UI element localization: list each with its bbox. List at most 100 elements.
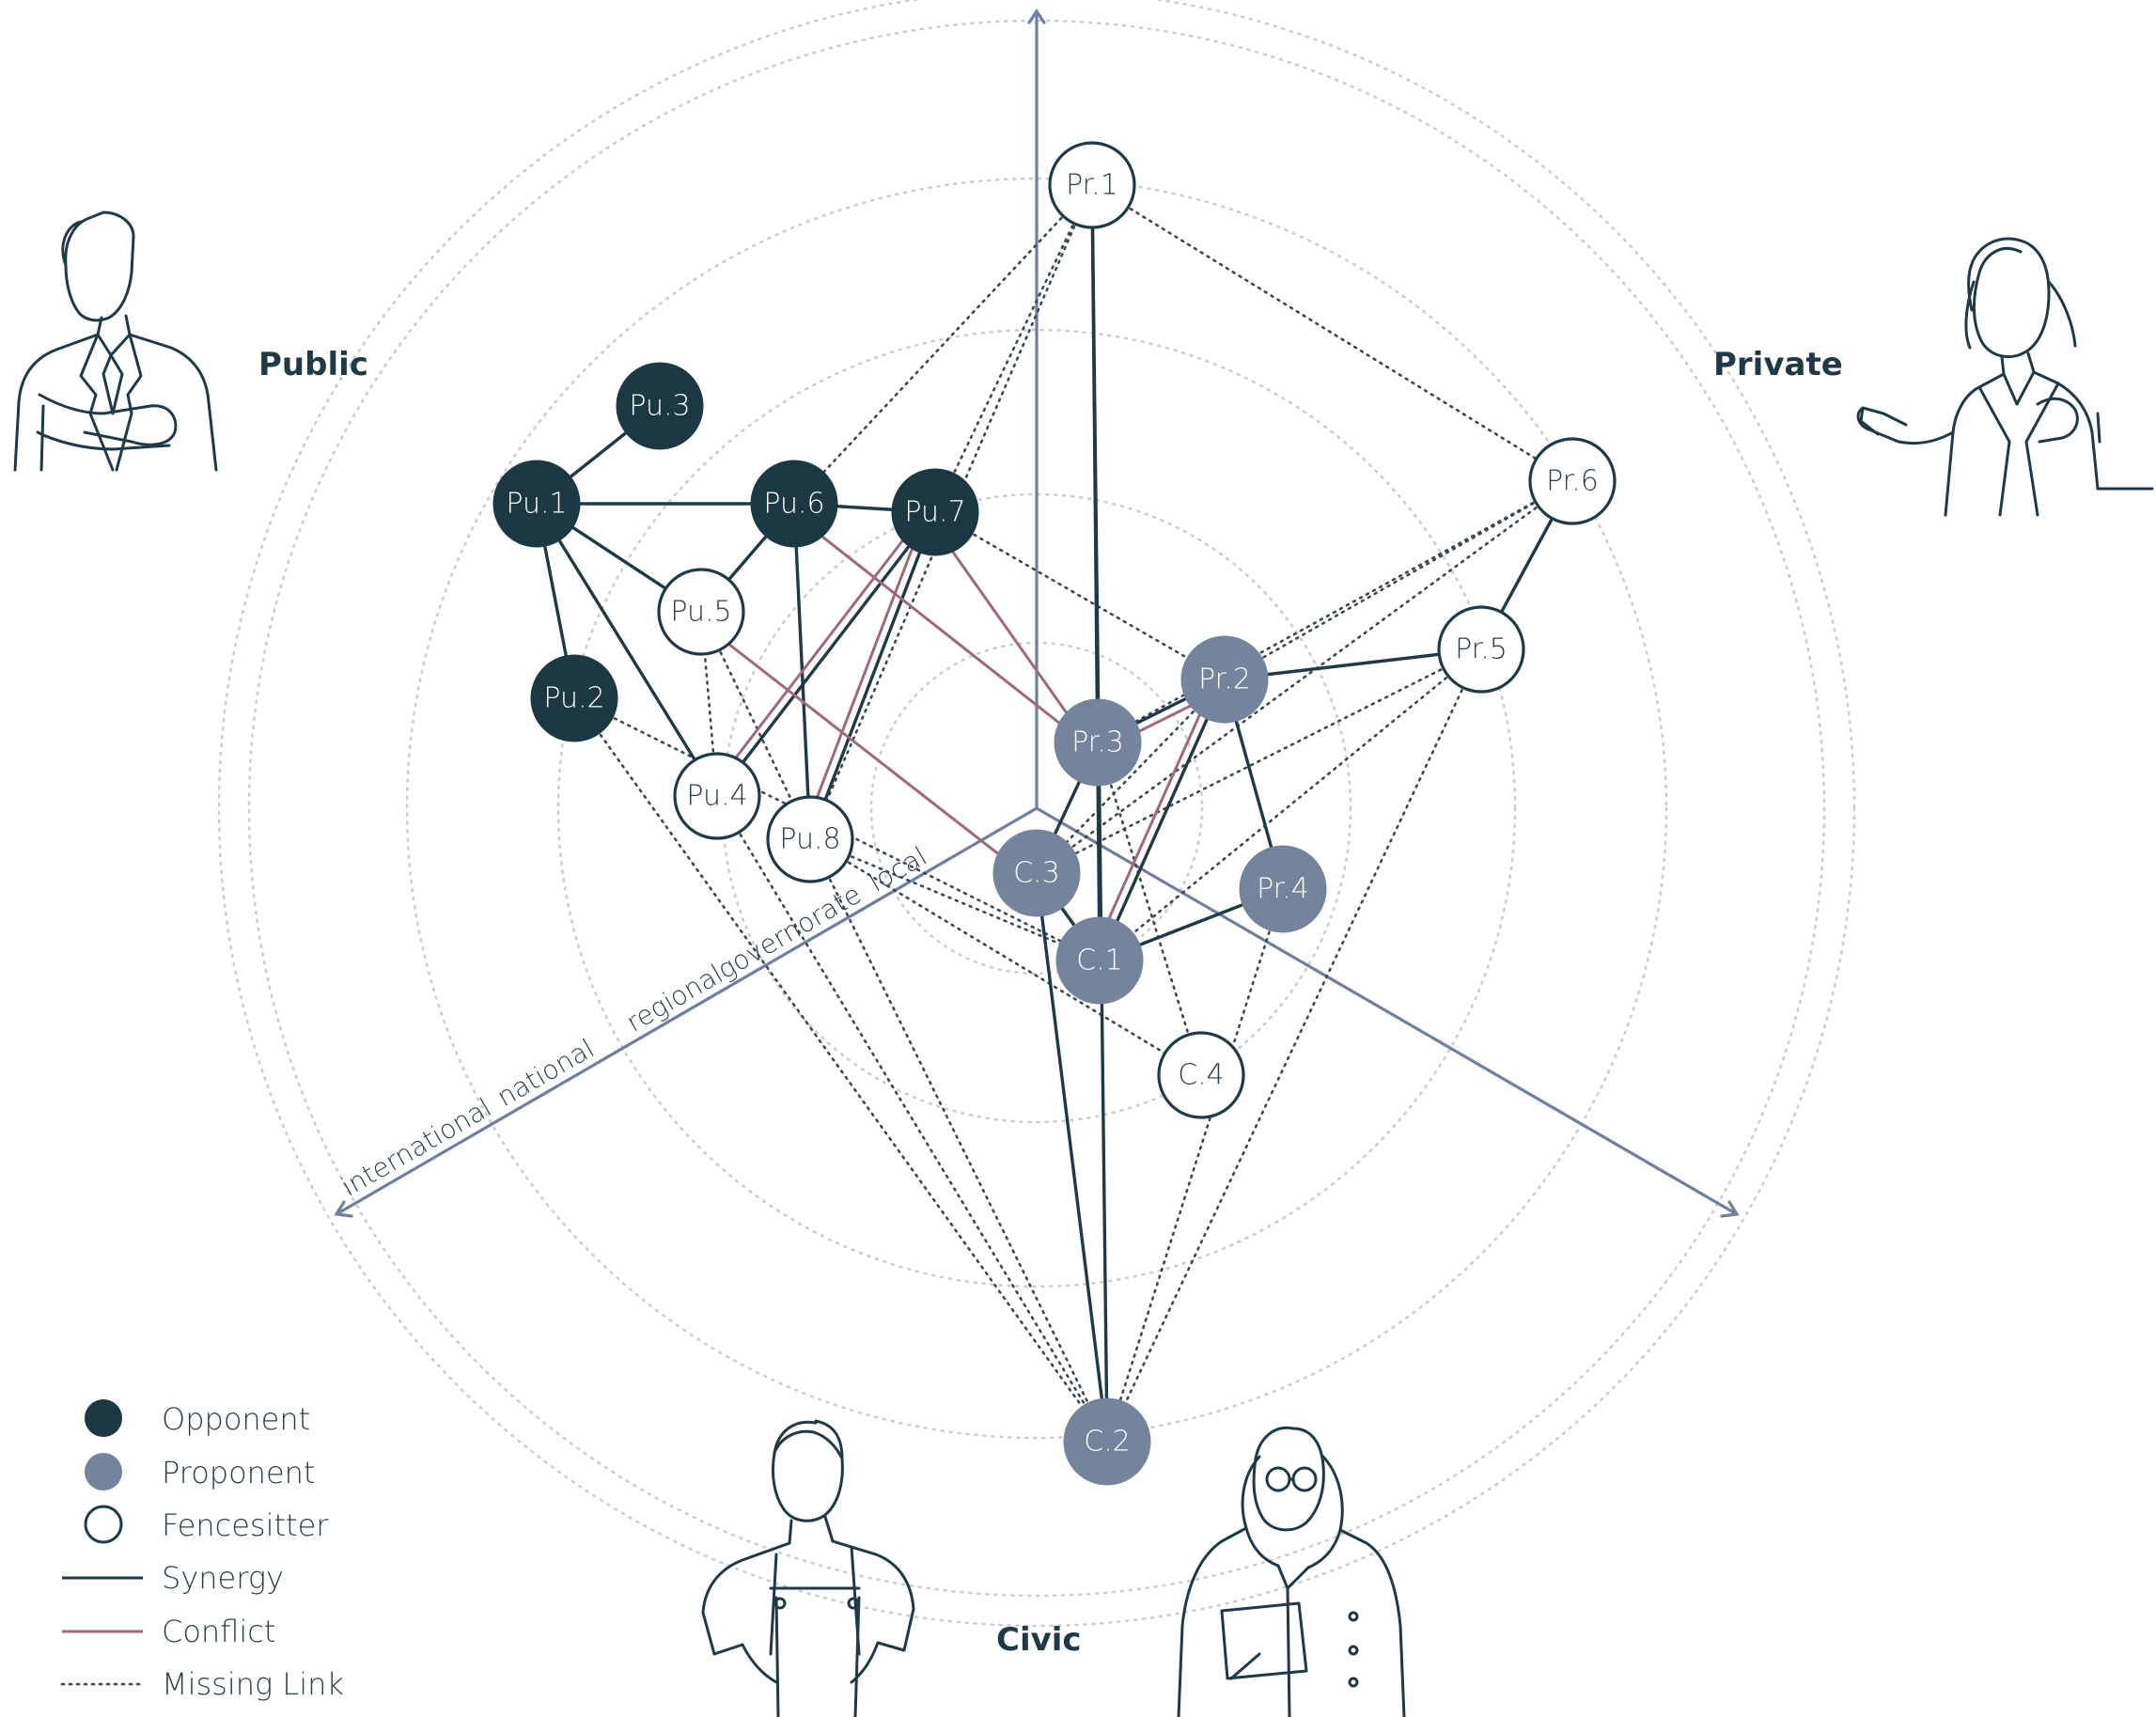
synergy-edge-Pu.1-Pu.4	[535, 503, 719, 797]
node-opponent-circle	[750, 460, 838, 548]
legend-opponent-swatch	[85, 1399, 122, 1437]
synergy-edge-Pu.7-Pu.4	[715, 510, 937, 798]
node-label: C.4	[1178, 1059, 1225, 1092]
legend-item-opponent: Opponent	[85, 1399, 310, 1437]
node-label: Pu.3	[629, 390, 690, 423]
sector-label-civic: Civic	[996, 1621, 1082, 1659]
node-pu-8: Pu.8	[766, 795, 854, 883]
missing-edge-Pu.8-C.2	[808, 837, 1109, 1444]
node-pr-3: Pr.3	[1054, 698, 1142, 787]
legend-proponent-swatch	[85, 1453, 122, 1491]
scale-label-international: international	[336, 1092, 497, 1203]
conflict-edges	[695, 506, 1229, 958]
node-opponent-circle	[530, 654, 618, 742]
legend-item-missing-link: Missing Link	[60, 1666, 344, 1702]
ring-governorate	[721, 492, 1352, 1124]
axis-public-civic	[336, 806, 1038, 1216]
axis-civic-private-arrowhead	[1720, 1200, 1740, 1218]
legend-fencesitter-swatch	[84, 1505, 123, 1544]
stakeholder-nodes: Pr.1 Pr.2 Pr.3 Pr.4 Pr.5 Pr.6 Pu.1 Pu.2 Pu.3 Pu.4…	[492, 141, 1617, 1486]
node-label: Pu.2	[543, 682, 604, 715]
conflict-edge-Pu.5-C.3	[695, 617, 1033, 882]
legend-item-fencesitter: Fencesitter	[84, 1505, 329, 1544]
node-pu-6: Pu.6	[750, 460, 838, 548]
legend-item-synergy: Synergy	[62, 1560, 284, 1596]
node-label: Pr.2	[1198, 663, 1251, 696]
node-label: Pu.5	[670, 596, 731, 629]
node-proponent-circle	[1180, 635, 1269, 724]
ring-international	[247, 19, 1826, 1598]
node-label: Pu.8	[779, 823, 840, 856]
node-c-1: C.1	[1055, 916, 1144, 1005]
node-opponent-circle	[616, 362, 704, 450]
legend-missing-link-label: Missing Link	[162, 1666, 344, 1702]
private-businesswoman-icon	[1856, 237, 2154, 517]
node-label: Pr.3	[1071, 726, 1124, 759]
missing-edge-Pr.1-Pu.7	[933, 183, 1094, 514]
node-pr-5: Pr.5	[1437, 605, 1525, 694]
synergy-edge-C.3-C.2	[1035, 872, 1109, 1443]
node-pu-5: Pu.5	[657, 568, 745, 656]
node-label: Pu.7	[904, 496, 965, 529]
sector-label-public: Public	[258, 346, 368, 383]
missing-edge-Pr.6-Pr.3	[1096, 479, 1574, 744]
node-fencesitter-circle	[657, 568, 745, 656]
node-label: Pr.4	[1257, 873, 1309, 906]
scale-label-regional: regional	[621, 959, 728, 1038]
synergy-edge-Pu.7-Pu.8	[808, 511, 937, 840]
scale-labels: local governorate regional national inte…	[336, 840, 932, 1202]
legend-proponent-label: Proponent	[162, 1455, 315, 1491]
missing-edge-Pr.5-C.3	[1035, 648, 1483, 875]
node-fencesitter-circle	[1437, 605, 1525, 694]
node-pr-4: Pr.4	[1239, 845, 1327, 933]
node-opponent-circle	[492, 460, 581, 548]
node-pu-3: Pu.3	[616, 362, 704, 450]
conflict-edge-Pu.6-Pr.3	[788, 508, 1094, 751]
node-label: Pr.5	[1455, 633, 1508, 666]
axis-vertical-arrowhead	[1027, 8, 1046, 24]
conflict-edge-Pr.2-C.1	[1090, 675, 1219, 958]
node-proponent-circle	[1063, 1397, 1151, 1486]
node-pu-7: Pu.7	[891, 468, 979, 556]
node-proponent-circle	[992, 829, 1081, 917]
legend-conflict-label: Conflict	[162, 1614, 275, 1649]
synergy-edge-Pr.1-C.2	[1090, 184, 1109, 1443]
missing-edge-Pu.8-C.4	[808, 837, 1203, 1077]
civic-woman-icon	[1177, 1426, 1406, 1717]
node-proponent-circle	[1055, 916, 1144, 1005]
node-label: C.2	[1084, 1426, 1131, 1459]
missing-edge-Pr.5-C.1	[1098, 648, 1483, 962]
node-fencesitter-circle	[1048, 141, 1136, 229]
legend-fencesitter-label: Fencesitter	[162, 1507, 329, 1543]
missing-edge-Pr.4-C.2	[1105, 887, 1285, 1444]
axis-public-civic-arrowhead	[334, 1200, 353, 1218]
legend-item-proponent: Proponent	[85, 1453, 315, 1491]
missing-edge-Pr.1-Pr.6	[1090, 183, 1574, 483]
missing-edge-Pr.2-C.3	[1035, 678, 1226, 875]
node-pu-2: Pu.2	[530, 654, 618, 742]
node-label: Pu.4	[686, 780, 747, 813]
node-label: C.1	[1076, 944, 1123, 977]
node-fencesitter-circle	[1528, 437, 1617, 525]
node-opponent-circle	[891, 468, 979, 556]
node-label: C.3	[1013, 857, 1060, 890]
node-c-2: C.2	[1063, 1397, 1151, 1486]
node-fencesitter-circle	[1157, 1031, 1245, 1119]
node-c-3: C.3	[992, 829, 1081, 917]
missing-edge-Pu.7-Pr.2	[933, 510, 1226, 681]
missing-edge-Pu.4-C.2	[715, 794, 1109, 1444]
missing-edge-Pr.6-C.3	[1035, 479, 1574, 875]
legend: Opponent Proponent Fencesitter Synergy C…	[60, 1399, 344, 1702]
conflict-edge-Pu.7-Pu.4	[709, 506, 930, 792]
ring-outer	[217, 0, 1856, 1628]
sector-axes	[334, 8, 1740, 1218]
node-pr-1: Pr.1	[1048, 141, 1136, 229]
axis-civic-private	[1036, 806, 1738, 1216]
conflict-edge-Pu.7-Pu.8	[801, 508, 929, 837]
conflict-edge-Pu.7-Pr.3	[927, 516, 1092, 749]
missing-edge-Pr.3-C.4	[1096, 741, 1203, 1077]
node-proponent-circle	[1239, 845, 1327, 933]
missing-edge-Pu.8-C.1	[808, 837, 1101, 962]
legend-opponent-label: Opponent	[162, 1401, 310, 1437]
